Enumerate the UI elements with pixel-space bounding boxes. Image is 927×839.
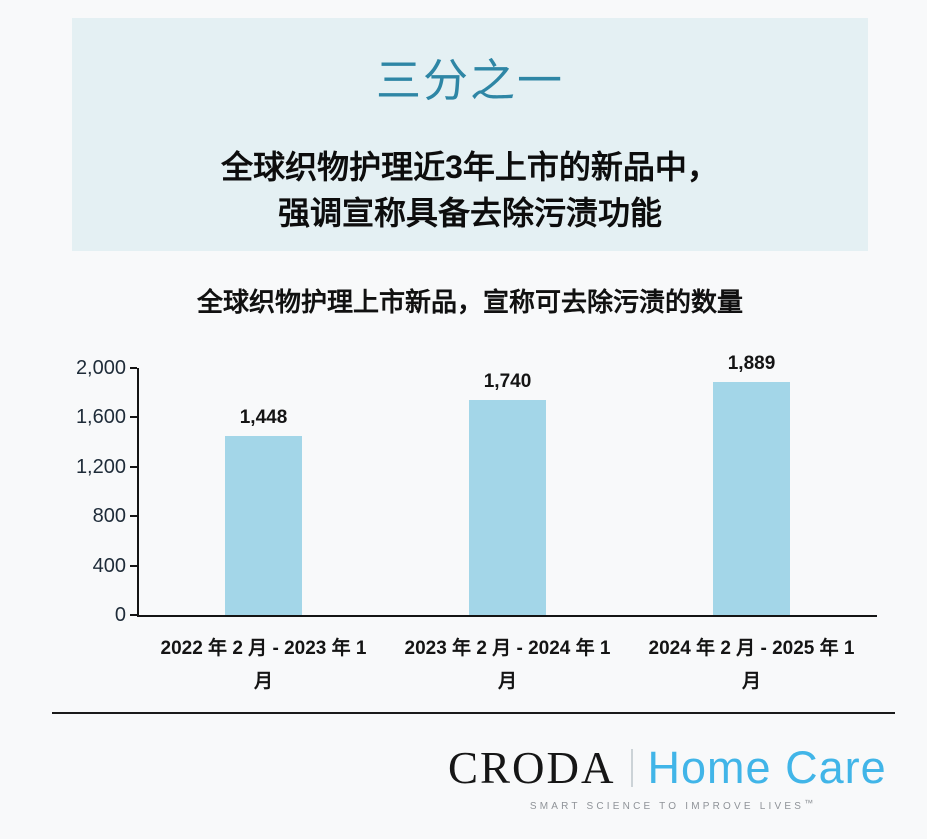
x-axis-category-label: 2022 年 2 月 - 2023 年 1 月 [129,632,399,698]
chart-title: 全球织物护理上市新品，宣称可去除污渍的数量 [196,287,743,317]
banner-headline: 三分之一 [375,55,564,106]
x-axis-category-line: 2023 年 2 月 - 2024 年 1 [404,638,611,659]
bar [225,436,302,615]
y-axis-tick [130,515,137,518]
y-axis-tick [130,614,137,616]
banner-subtitle: 全球织物护理近3年上市的新品中， 强调宣称具备去除污渍功能 [72,144,868,236]
y-axis-tick [130,367,137,369]
brand-tagline: SMART SCIENCE TO IMPROVE LIVES™ [450,798,893,812]
banner-subtitle-line2: 强调宣称具备去除污渍功能 [277,195,662,231]
trademark-symbol: ™ [804,798,814,808]
y-axis-tick-label: 1,600 [75,406,126,429]
bar [713,381,790,615]
y-axis-tick-label: 2,000 [75,357,126,379]
x-axis-category-line: 月 [497,671,517,692]
footer-divider [52,712,895,714]
home-care-wordmark: Home Care [647,742,887,793]
x-axis-category-line: 月 [741,671,761,692]
bar-value-label: 1,448 [239,407,288,429]
y-axis-tick-label: 800 [92,505,126,528]
x-axis-category-label: 2024 年 2 月 - 2025 年 1 月 [617,632,887,698]
x-axis-category-line: 2024 年 2 月 - 2025 年 1 [648,638,855,659]
y-axis-tick-label: 0 [114,604,126,626]
bar-value-label: 1,889 [727,352,776,374]
x-axis-line [137,615,877,617]
y-axis-tick-label: 400 [92,554,126,577]
x-axis-category-line: 2022 年 2 月 - 2023 年 1 [160,638,367,659]
croda-wordmark: CRODA [448,743,616,793]
bar-value-label: 1,740 [483,371,532,393]
y-axis-tick [130,564,137,567]
x-axis-category-label: 2023 年 2 月 - 2024 年 1 月 [373,632,643,698]
tagline-text: SMART SCIENCE TO IMPROVE LIVES [529,801,805,812]
croda-home-care-logo: CRODA Home Care [448,742,887,794]
y-axis-tick [130,465,137,468]
bar [469,400,546,615]
x-axis-category-line: 月 [253,671,273,692]
y-axis-tick-label: 1,200 [75,455,126,478]
stat-banner: 三分之一 全球织物护理近3年上市的新品中， 强调宣称具备去除污渍功能 [72,18,868,251]
y-axis-tick [130,416,137,419]
y-axis-line [137,368,139,617]
logo-separator-bar [630,749,633,787]
banner-subtitle-line1: 全球织物护理近3年上市的新品中， [221,149,719,185]
